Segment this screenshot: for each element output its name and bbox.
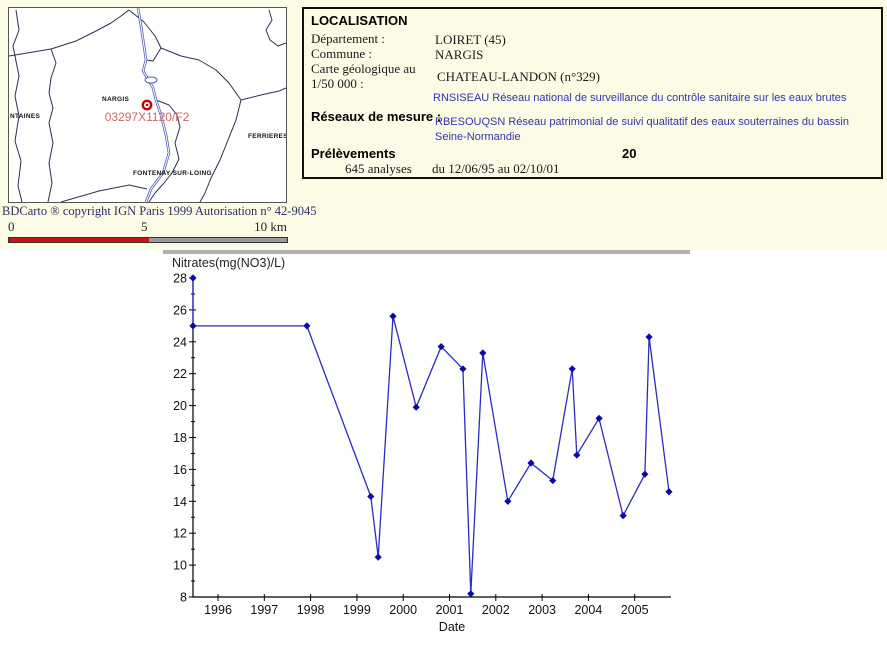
x-tick-label: 2005	[621, 603, 649, 617]
carte-geologique-value: CHATEAU-LANDON (n°329)	[437, 69, 600, 84]
y-tick-label: 18	[173, 431, 187, 445]
nitrates-chart: Nitrates(mg(NO3)/L) 8 10 12 14 16 18 20 22 24 26 28…	[163, 250, 690, 634]
prelevements-count: 20	[622, 146, 637, 161]
x-tick-label: 1998	[297, 603, 325, 617]
x-tick-label: 2002	[482, 603, 510, 617]
y-tick-label: 28	[173, 272, 187, 286]
departement-label: Département :	[311, 31, 385, 46]
station-code: 03297X1120/F2	[105, 110, 190, 124]
scale-label-5: 5	[141, 219, 148, 234]
data-point-marker	[479, 349, 487, 357]
top-panel: NTAINES NARGIS FERRIERES FONTENAY-SUR-LO…	[0, 0, 887, 250]
data-point-marker	[641, 470, 649, 478]
data-point-marker	[619, 512, 627, 520]
map-scale-labels: 0 5 10 km	[8, 219, 287, 235]
carte-geologique-label: Carte géologique au 1/50 000 :	[311, 61, 416, 91]
location-map: NTAINES NARGIS FERRIERES FONTENAY-SUR-LO…	[8, 7, 287, 203]
y-tick-label: 26	[173, 303, 187, 317]
data-point-marker	[549, 476, 557, 485]
reseau-rnsiseau: RNSISEAU Réseau national de surveillance…	[433, 92, 847, 104]
map-label-ferrieres: FERRIERES	[248, 133, 286, 140]
commune-value: NARGIS	[435, 47, 484, 62]
data-point-marker	[595, 414, 603, 422]
data-point-marker	[367, 492, 375, 501]
data-point-marker	[303, 322, 311, 330]
x-axis-label: Date	[439, 620, 465, 634]
x-tick-label: 2000	[389, 603, 417, 617]
map-boundaries	[9, 9, 286, 202]
y-tick-label: 24	[173, 335, 187, 349]
data-point-marker	[374, 553, 382, 561]
localisation-box: LOCALISATION Département : LOIRET (45) C…	[302, 7, 883, 179]
data-point-marker	[189, 322, 197, 330]
scale-bar-red-segment	[9, 238, 149, 242]
x-tick-label: 2004	[574, 603, 602, 617]
data-point-marker	[568, 365, 576, 373]
station-marker-icon	[141, 99, 153, 111]
map-label-fontenay: FONTENAY-SUR-LOING	[133, 170, 212, 177]
commune-label: Commune :	[311, 46, 373, 61]
departement-value: LOIRET (45)	[435, 32, 506, 47]
localisation-title: LOCALISATION	[311, 13, 408, 28]
y-tick-label: 12	[173, 527, 187, 541]
nitrates-series-line	[192, 278, 670, 595]
x-tick-label: 2003	[528, 603, 556, 617]
data-point-marker	[665, 488, 673, 496]
reseaux-mesure-label: Réseaux de mesure :	[311, 109, 442, 124]
reseau-rbesouqsn: RBESOUQSN Réseau patrimonial de suivi qu…	[435, 116, 849, 143]
data-point-marker	[389, 312, 397, 320]
y-tick-label: 20	[173, 399, 187, 413]
data-point-marker	[573, 451, 581, 459]
river-loing	[136, 8, 171, 202]
chart-title: Nitrates(mg(NO3)/L)	[172, 256, 285, 270]
scale-label-0: 0	[8, 219, 15, 234]
map-copyright: BDCarto ® copyright IGN Paris 1999 Autor…	[2, 204, 317, 218]
y-tick-label: 14	[173, 495, 187, 509]
y-tick-label: 8	[180, 591, 187, 605]
data-point-marker	[645, 333, 653, 341]
analyses-count: 645 analyses	[345, 161, 412, 176]
map-canvas: NTAINES NARGIS FERRIERES FONTENAY-SUR-LO…	[9, 8, 286, 202]
chart-panel: Nitrates(mg(NO3)/L) 8 10 12 14 16 18 20 22 24 26 28…	[0, 250, 887, 643]
scale-label-10: 10 km	[254, 219, 287, 234]
y-tick-label: 22	[173, 367, 187, 381]
x-tick-label: 1996	[204, 603, 232, 617]
data-point-marker	[504, 497, 512, 505]
map-label-ntaines: NTAINES	[10, 113, 41, 120]
data-point-marker	[189, 274, 197, 282]
prelevements-label: Prélèvements	[311, 146, 396, 161]
scale-bar-gray-segment	[149, 238, 287, 242]
data-point-marker	[467, 590, 475, 598]
x-tick-label: 1997	[250, 603, 278, 617]
x-tick-label: 1999	[343, 603, 371, 617]
map-label-nargis: NARGIS	[102, 96, 129, 103]
analyses-period: du 12/06/95 au 02/10/01	[432, 161, 560, 176]
data-point-marker	[412, 403, 420, 411]
y-tick-label: 16	[173, 463, 187, 477]
y-tick-label: 10	[173, 559, 187, 573]
map-scale-bar	[8, 237, 288, 243]
x-tick-label: 2001	[436, 603, 464, 617]
